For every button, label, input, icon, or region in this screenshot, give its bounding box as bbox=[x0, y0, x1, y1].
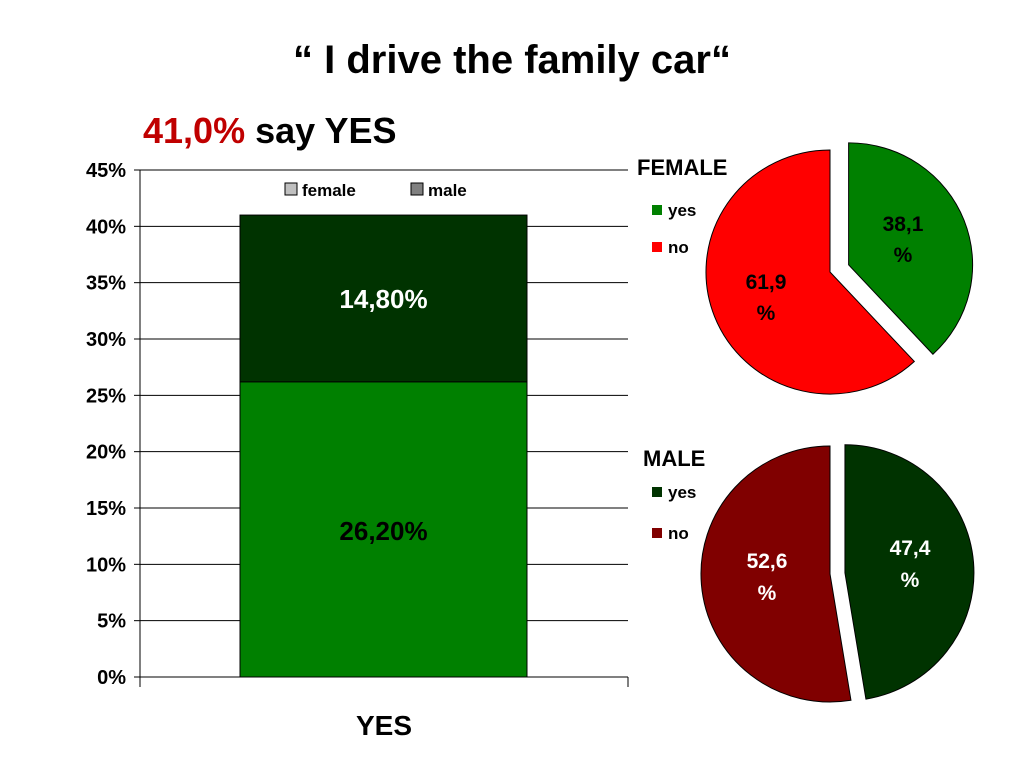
bar-y-tick-label: 5% bbox=[97, 611, 126, 633]
bar-y-tick-label: 35% bbox=[86, 273, 126, 295]
female-legend-swatch-yes bbox=[652, 205, 662, 215]
male-pie-title: MALE bbox=[643, 446, 705, 471]
female-slice-label-yes-unit: % bbox=[894, 244, 913, 267]
female-slice-label-yes-value: 38,1 bbox=[883, 213, 924, 236]
female-legend-label-no: no bbox=[668, 238, 689, 257]
bar-y-tick-label: 40% bbox=[86, 216, 126, 238]
bar-legend: female male bbox=[284, 181, 467, 200]
bar-y-tick-label: 45% bbox=[86, 160, 126, 182]
legend-swatch-male bbox=[410, 182, 424, 196]
male-legend-label-no: no bbox=[668, 524, 689, 543]
female-pie-chart: FEMALE yes no 38,1 % 61,9 % bbox=[637, 142, 974, 395]
legend-label-female: female bbox=[302, 181, 356, 200]
female-legend-swatch-no bbox=[652, 242, 662, 252]
page-title: “ I drive the family car“ bbox=[293, 38, 731, 82]
male-slice-label-yes-unit: % bbox=[901, 569, 920, 592]
legend-label-male: male bbox=[428, 181, 467, 200]
male-pie-chart: MALE yes no 47,4 % 52,6 % bbox=[643, 444, 975, 703]
male-legend-swatch-yes bbox=[652, 487, 662, 497]
bar-y-tick-label: 20% bbox=[86, 442, 126, 464]
male-slice-label-no-unit: % bbox=[758, 582, 777, 605]
bar-label-male: 14,80% bbox=[339, 284, 427, 314]
subtitle-highlight: 41,0% bbox=[143, 110, 246, 151]
subtitle-text: say YES bbox=[255, 110, 397, 151]
bar-x-category-label: YES bbox=[356, 710, 412, 741]
female-legend-label-yes: yes bbox=[668, 201, 696, 220]
female-slice-label-no-unit: % bbox=[757, 302, 776, 325]
bar-y-tick-label: 15% bbox=[86, 498, 126, 520]
female-slice-label-no-value: 61,9 bbox=[746, 271, 787, 294]
bar-y-tick-label: 30% bbox=[86, 329, 126, 351]
bar-y-tick-label: 25% bbox=[86, 385, 126, 407]
male-slice-label-no-value: 52,6 bbox=[747, 550, 788, 573]
bar-y-tick-label: 0% bbox=[97, 667, 126, 689]
legend-swatch-female bbox=[284, 182, 298, 196]
bar-chart: 0% 5% 10% 15% 20% 25% 30% 35% 40% 45% 26,20% 14,8… bbox=[86, 160, 629, 741]
female-pie-slice-no bbox=[705, 149, 916, 395]
female-pie-slice-yes bbox=[848, 142, 974, 355]
bar-y-tick-label: 10% bbox=[86, 554, 126, 576]
bar-segment-female bbox=[239, 381, 528, 678]
bar-label-female: 26,20% bbox=[339, 516, 427, 546]
male-pie-slice-yes bbox=[844, 444, 975, 700]
male-legend-swatch-no bbox=[652, 528, 662, 538]
female-pie-title: FEMALE bbox=[637, 155, 727, 180]
male-slice-label-yes-value: 47,4 bbox=[890, 537, 931, 560]
bar-segment-male bbox=[239, 214, 528, 383]
male-legend-label-yes: yes bbox=[668, 483, 696, 502]
male-pie-slice-no bbox=[700, 445, 852, 703]
bar-y-tick-labels: 0% 5% 10% 15% 20% 25% 30% 35% 40% 45% bbox=[86, 160, 140, 689]
subtitle: 41,0% say YES bbox=[143, 110, 397, 152]
